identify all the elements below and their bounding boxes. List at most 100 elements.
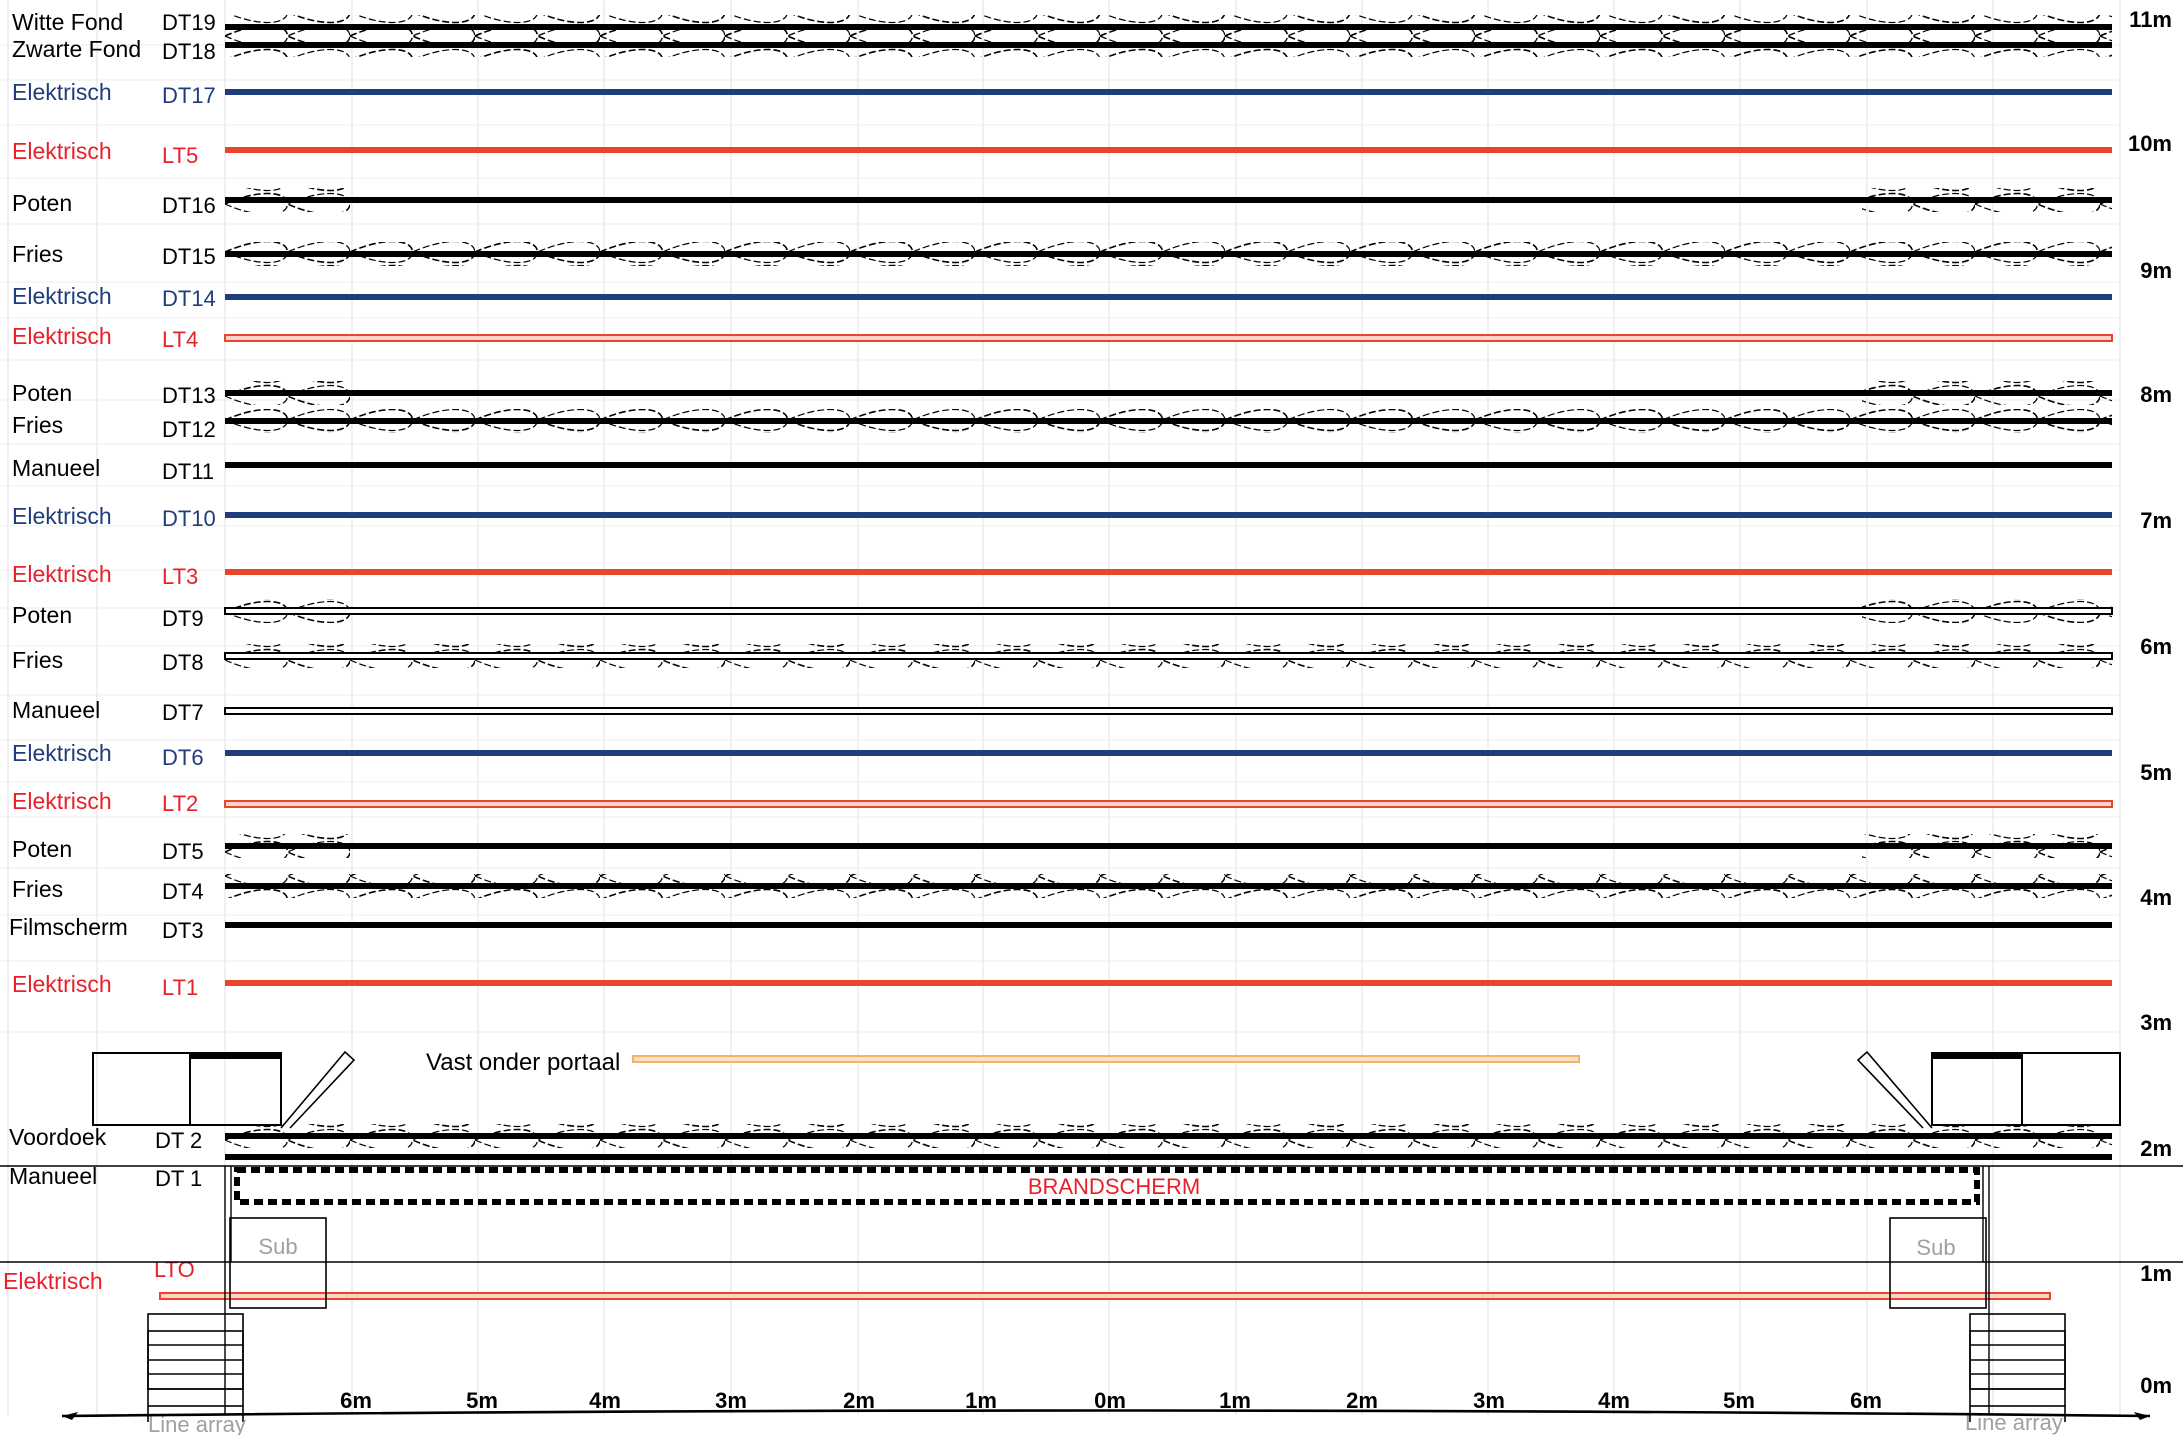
bar-code-dt13: DT13 (162, 383, 216, 408)
portal-bar (632, 1055, 1580, 1063)
bar-name-dt5: Poten (12, 836, 72, 862)
bar-line-lto (159, 1292, 2051, 1300)
bar-name-dt13: Poten (12, 380, 72, 406)
fly-bar-lt5: Elektrisch LT5 (12, 138, 2112, 168)
right-tower-ramp (1856, 1050, 1933, 1129)
bar-line-dt8 (224, 652, 2113, 660)
width-tick: 1m (965, 1388, 997, 1413)
width-tick: 2m (843, 1388, 875, 1413)
bar-name-lt4: Elektrisch (12, 323, 112, 349)
bar-name-dt9: Poten (12, 602, 72, 628)
fly-bar-dt17: Elektrisch DT17 (12, 79, 2112, 108)
height-tick-9m: 9m (2140, 258, 2172, 283)
fly-bar-dt11: Manueel DT11 (12, 455, 2112, 484)
width-scale: 6m 5m 4m 3m 2m 1m 0m 1m 2m 3m 4m 5m 6m (340, 1388, 1882, 1413)
bar-name-dt10: Elektrisch (12, 503, 112, 529)
width-tick: 5m (1723, 1388, 1755, 1413)
sub-left-label: Sub (258, 1234, 297, 1259)
height-tick-4m: 4m (2140, 885, 2172, 910)
stage-floor: Vast onder portaal BRANDSCHERM Sub Sub L… (0, 1049, 2183, 1435)
bar-code-dt16: DT16 (162, 193, 216, 218)
bar-name-dt6: Elektrisch (12, 740, 112, 766)
fly-bar-lto: Elektrisch LTO (3, 1257, 2051, 1300)
fly-bar-lt2: Elektrisch LT2 (12, 788, 2113, 816)
bar-code-lt2: LT2 (162, 791, 198, 816)
bar-code-lt3: LT3 (162, 564, 198, 589)
bar-name-dt11: Manueel (12, 455, 100, 481)
portal-label: Vast onder portaal (426, 1049, 620, 1076)
sub-right (1889, 1217, 1987, 1309)
fly-bar-lt1: Elektrisch LT1 (12, 971, 2112, 1000)
bar-name-dt8: Fries (12, 647, 63, 673)
fly-bar-dt7: Manueel DT7 (12, 697, 2113, 725)
bar-code-dt10: DT10 (162, 506, 216, 531)
fly-bar-dt8: Fries DT8 (12, 644, 2113, 675)
fly-bar-dt3: Filmscherm DT3 (9, 914, 2112, 943)
bar-code-dt11: DT11 (162, 459, 214, 484)
bar-name-dt14: Elektrisch (12, 283, 112, 309)
height-tick-11m: 11m (2129, 7, 2172, 32)
height-scale: 11m 10m 9m 8m 7m 6m 5m 4m 3m 2m 1m 0m (2128, 7, 2172, 1398)
line-array-right (1969, 1313, 2066, 1422)
fly-bar-dt4: Fries DT4 (12, 874, 2112, 904)
bar-name-dt18: Zwarte Fond (12, 36, 141, 62)
bar-name-lt1: Elektrisch (12, 971, 112, 997)
bar-code-dt19: DT19 (162, 10, 216, 35)
fly-bar-dt15: Fries DT15 (12, 241, 2112, 269)
bar-code-dt8: DT8 (162, 650, 204, 675)
fly-bar-dt2: Voordoek DT 2 (9, 1124, 2112, 1153)
bar-name-lt5: Elektrisch (12, 138, 112, 164)
bar-name-dt4: Fries (12, 876, 63, 902)
bar-line-lt2 (224, 800, 2113, 808)
fly-bar-dt1: Manueel DT 1 (9, 1154, 2112, 1191)
bar-name-dt12: Fries (12, 412, 63, 438)
height-tick-3m: 3m (2140, 1010, 2172, 1035)
bar-code-dt9: DT9 (162, 606, 204, 631)
bar-line-dt7 (224, 707, 2113, 715)
bar-code-lt1: LT1 (162, 975, 198, 1000)
stage-edge-left-tip (62, 1412, 78, 1420)
width-tick: 5m (466, 1388, 498, 1413)
bar-code-dt5: DT5 (162, 839, 204, 864)
bar-line-dt9 (224, 607, 2113, 615)
fly-bar-dt13: Poten DT13 (12, 380, 2112, 408)
height-tick-8m: 8m (2140, 382, 2172, 407)
bar-code-lt4: LT4 (162, 327, 198, 352)
bar-name-dt7: Manueel (12, 697, 100, 723)
bar-code-lto: LTO (154, 1257, 195, 1282)
bar-code-dt12: DT12 (162, 417, 216, 442)
height-tick-7m: 7m (2140, 508, 2172, 533)
width-tick: 2m (1346, 1388, 1378, 1413)
height-tick-10m: 10m (2128, 131, 2172, 156)
fly-bar-dt12: Fries DT12 (12, 409, 2112, 442)
fly-bar-dt14: Elektrisch DT14 (12, 283, 2112, 311)
height-tick-5m: 5m (2140, 760, 2172, 785)
sub-right-label: Sub (1916, 1235, 1955, 1260)
fly-bar-dt18: Zwarte Fond DT18 (12, 33, 2112, 64)
height-tick-0m: 0m (2140, 1373, 2172, 1398)
width-tick: 3m (715, 1388, 747, 1413)
bar-name-lto: Elektrisch (3, 1268, 103, 1294)
bar-code-dt1: DT 1 (155, 1166, 202, 1191)
bar-code-dt14: DT14 (162, 286, 216, 311)
bar-name-dt15: Fries (12, 241, 63, 267)
left-tower-box (92, 1052, 282, 1126)
bar-code-dt15: DT15 (162, 244, 216, 269)
bar-code-dt3: DT3 (162, 918, 204, 943)
width-tick: 4m (1598, 1388, 1630, 1413)
right-tower-box (1931, 1052, 2121, 1126)
width-tick: 4m (589, 1388, 621, 1413)
bar-code-dt6: DT6 (162, 745, 204, 770)
stage-edge-line (61, 1409, 2151, 1418)
bar-name-dt19: Witte Fond (12, 9, 123, 35)
fly-bar-dt10: Elektrisch DT10 (12, 503, 2112, 531)
bar-name-dt1: Manueel (9, 1163, 97, 1189)
width-tick: 6m (1850, 1388, 1882, 1413)
bar-code-dt18: DT18 (162, 39, 216, 64)
bar-name-dt3: Filmscherm (9, 914, 128, 940)
bar-name-dt17: Elektrisch (12, 79, 112, 105)
bar-code-dt17: DT17 (162, 83, 216, 108)
bar-line-lt4 (224, 334, 2113, 342)
width-tick: 0m (1094, 1388, 1126, 1413)
